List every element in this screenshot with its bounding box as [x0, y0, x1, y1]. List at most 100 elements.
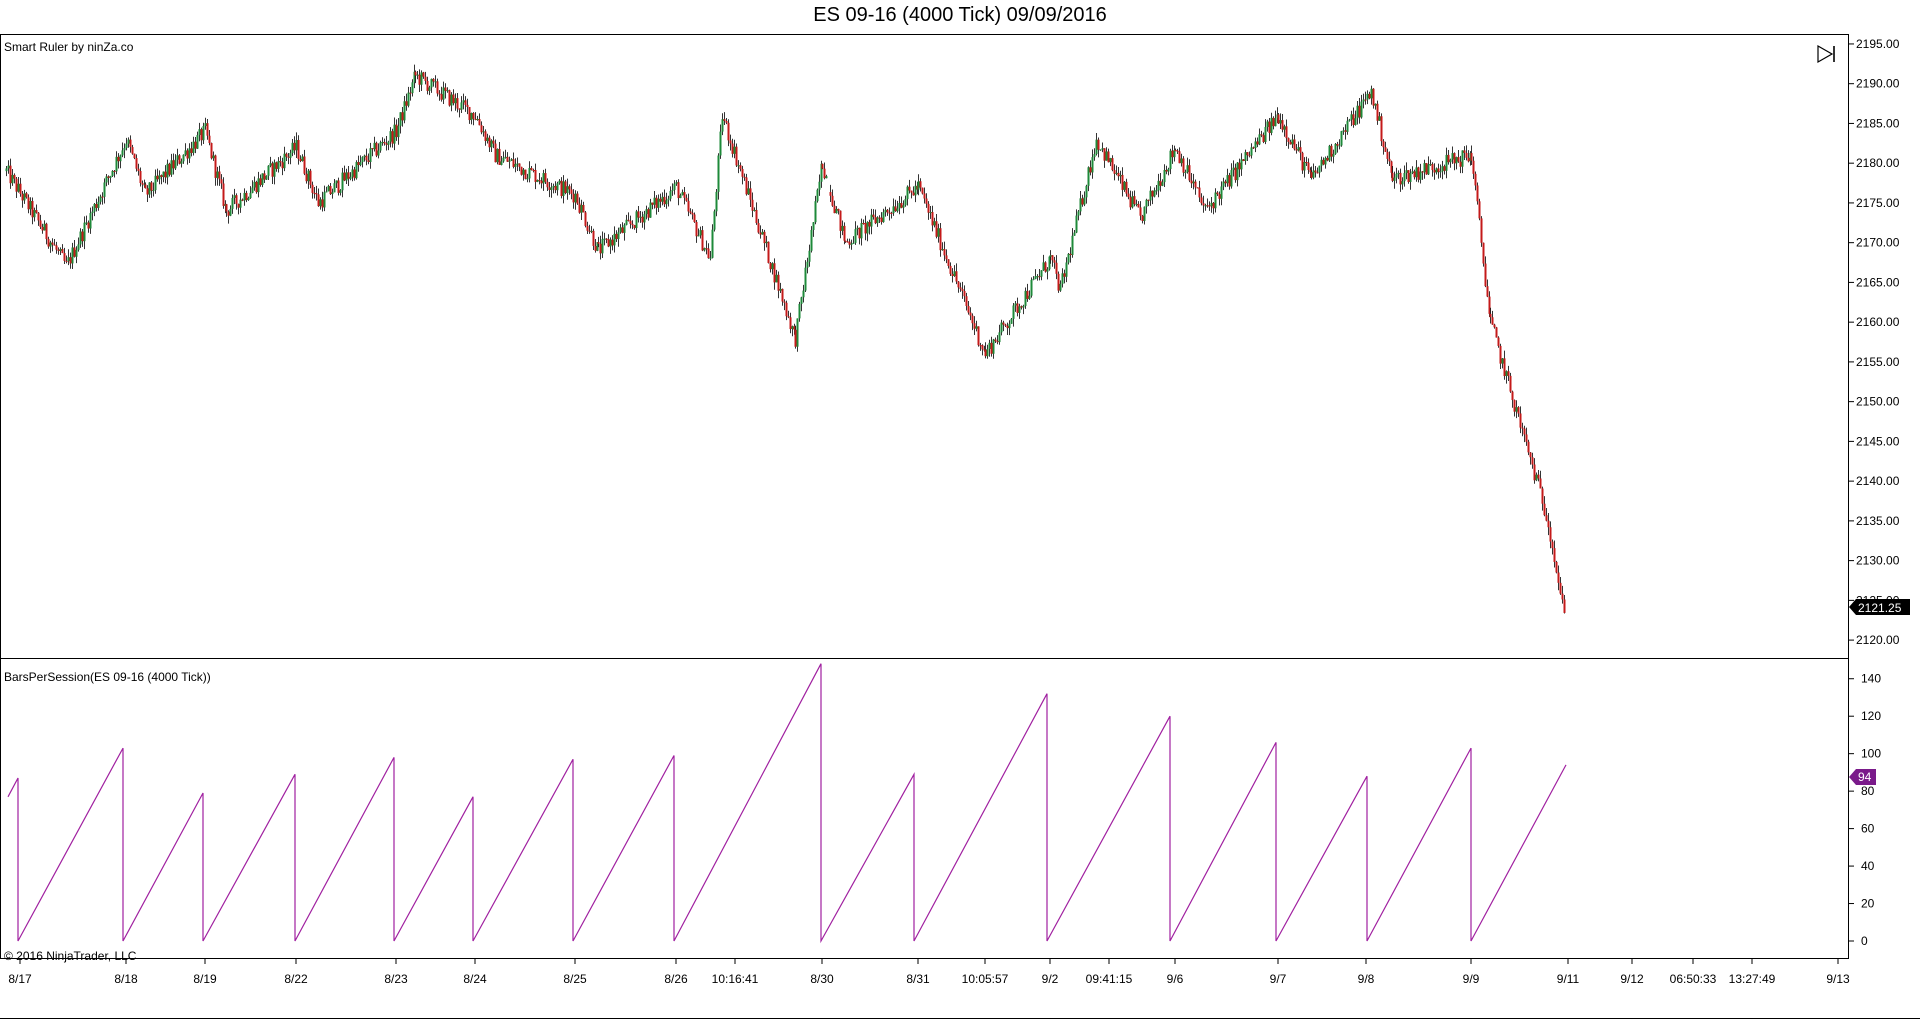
price-candle-body — [1022, 305, 1025, 308]
price-candle-body — [1143, 206, 1146, 221]
price-candle-body — [148, 182, 151, 195]
price-candle-body — [1135, 203, 1138, 205]
x-tick-label: 8/19 — [193, 972, 217, 986]
price-candle-body — [113, 170, 116, 172]
price-candle-body — [1507, 371, 1510, 376]
price-candle-body — [1517, 407, 1520, 414]
price-candle-body — [251, 187, 254, 193]
price-candle-body — [1206, 205, 1209, 207]
price-candle-body — [992, 339, 995, 354]
price-candle-body — [1190, 180, 1193, 184]
price-candle-body — [518, 163, 521, 167]
price-candle-body — [707, 248, 710, 259]
price-candle-body — [1153, 190, 1156, 197]
price-candle-body — [641, 216, 644, 223]
price-candle-body — [283, 153, 286, 169]
price-candle-body — [1399, 172, 1402, 185]
price-candle-body — [969, 312, 972, 316]
price-candle-body — [172, 160, 175, 169]
price-candle-body — [1028, 295, 1031, 299]
price-candle-body — [1457, 157, 1460, 162]
price-candle-body — [210, 143, 213, 159]
price-candle-body — [135, 158, 138, 169]
price-candle-body — [401, 112, 404, 121]
price-candle-body — [977, 326, 980, 346]
price-candle-body — [1016, 303, 1019, 313]
price-candle-body — [791, 326, 794, 330]
price-candle-body — [1242, 159, 1245, 161]
play-to-end-icon[interactable] — [1812, 42, 1838, 66]
price-candle-body — [75, 249, 78, 257]
price-candle-body — [301, 156, 304, 162]
price-candle-body — [277, 161, 280, 169]
price-candle-body — [943, 249, 946, 256]
price-candle-body — [584, 212, 587, 226]
price-candle-body — [615, 233, 618, 240]
price-candle-body — [1301, 152, 1304, 171]
price-candle-body — [49, 242, 52, 247]
price-candle-body — [1549, 527, 1552, 542]
price-candle-body — [733, 146, 736, 154]
price-candle-body — [1121, 174, 1124, 190]
price-candle-body — [785, 302, 788, 317]
price-candle-body — [806, 261, 809, 268]
price-candle-body — [526, 178, 529, 180]
price-candle-body — [85, 222, 88, 224]
price-candle-body — [919, 181, 922, 188]
price-candle-body — [723, 119, 726, 121]
price-candle-body — [331, 192, 334, 195]
price-candle-body — [377, 150, 380, 156]
price-candle-body — [886, 209, 889, 213]
price-candle-body — [269, 163, 272, 166]
price-candle-body — [289, 153, 292, 158]
price-candle-body — [597, 242, 600, 244]
price-candle-body — [1397, 172, 1400, 174]
price-candle-body — [1184, 172, 1187, 174]
price-candle-body — [137, 168, 140, 172]
price-candle-body — [1307, 162, 1310, 171]
price-candle-body — [955, 271, 958, 282]
price-candle-body — [713, 211, 716, 230]
price-candle-body — [125, 143, 128, 148]
price-candle-body — [1478, 201, 1481, 219]
price-candle-body — [1034, 276, 1037, 279]
price-candle-body — [1366, 93, 1369, 100]
price-candle-body — [1364, 99, 1367, 101]
price-candle-body — [582, 204, 585, 213]
price-candle-body — [490, 140, 493, 148]
price-candle-body — [1186, 165, 1189, 173]
price-candle-body — [560, 180, 563, 197]
price-candle-body — [1447, 154, 1450, 163]
price-candle-body — [800, 297, 803, 304]
price-candle-body — [1061, 273, 1064, 284]
x-tick-label: 8/25 — [563, 972, 587, 986]
price-candle-body — [884, 209, 887, 213]
price-candle-body — [1489, 313, 1492, 318]
price-candle-body — [198, 129, 201, 136]
x-tick-label: 9/13 — [1826, 972, 1850, 986]
indicator-y-tick-label: 100 — [1861, 747, 1881, 761]
price-candle-body — [1411, 171, 1414, 173]
price-candle-body — [1370, 88, 1373, 99]
price-candle-body — [804, 267, 807, 291]
price-candle-body — [307, 170, 310, 182]
price-candle-body — [1312, 170, 1315, 178]
price-candle-body — [1328, 145, 1331, 161]
price-candle-body — [1044, 262, 1047, 272]
price-candle-body — [1340, 131, 1343, 146]
price-candle-body — [816, 189, 819, 202]
price-y-tick-label: 2130.00 — [1856, 554, 1900, 568]
price-candle-body — [63, 253, 66, 261]
price-candle-body — [383, 141, 386, 144]
price-candle-body — [876, 217, 879, 224]
x-tick-label: 8/24 — [463, 972, 487, 986]
price-candle-body — [428, 87, 431, 91]
price-candle-body — [409, 92, 412, 94]
price-candle-body — [353, 169, 356, 179]
price-candle-body — [975, 326, 978, 329]
price-candle-body — [11, 174, 14, 184]
price-candle-body — [93, 203, 96, 212]
price-candle-body — [564, 181, 567, 194]
price-candle-body — [1133, 196, 1136, 205]
price-candle-body — [1198, 187, 1201, 198]
